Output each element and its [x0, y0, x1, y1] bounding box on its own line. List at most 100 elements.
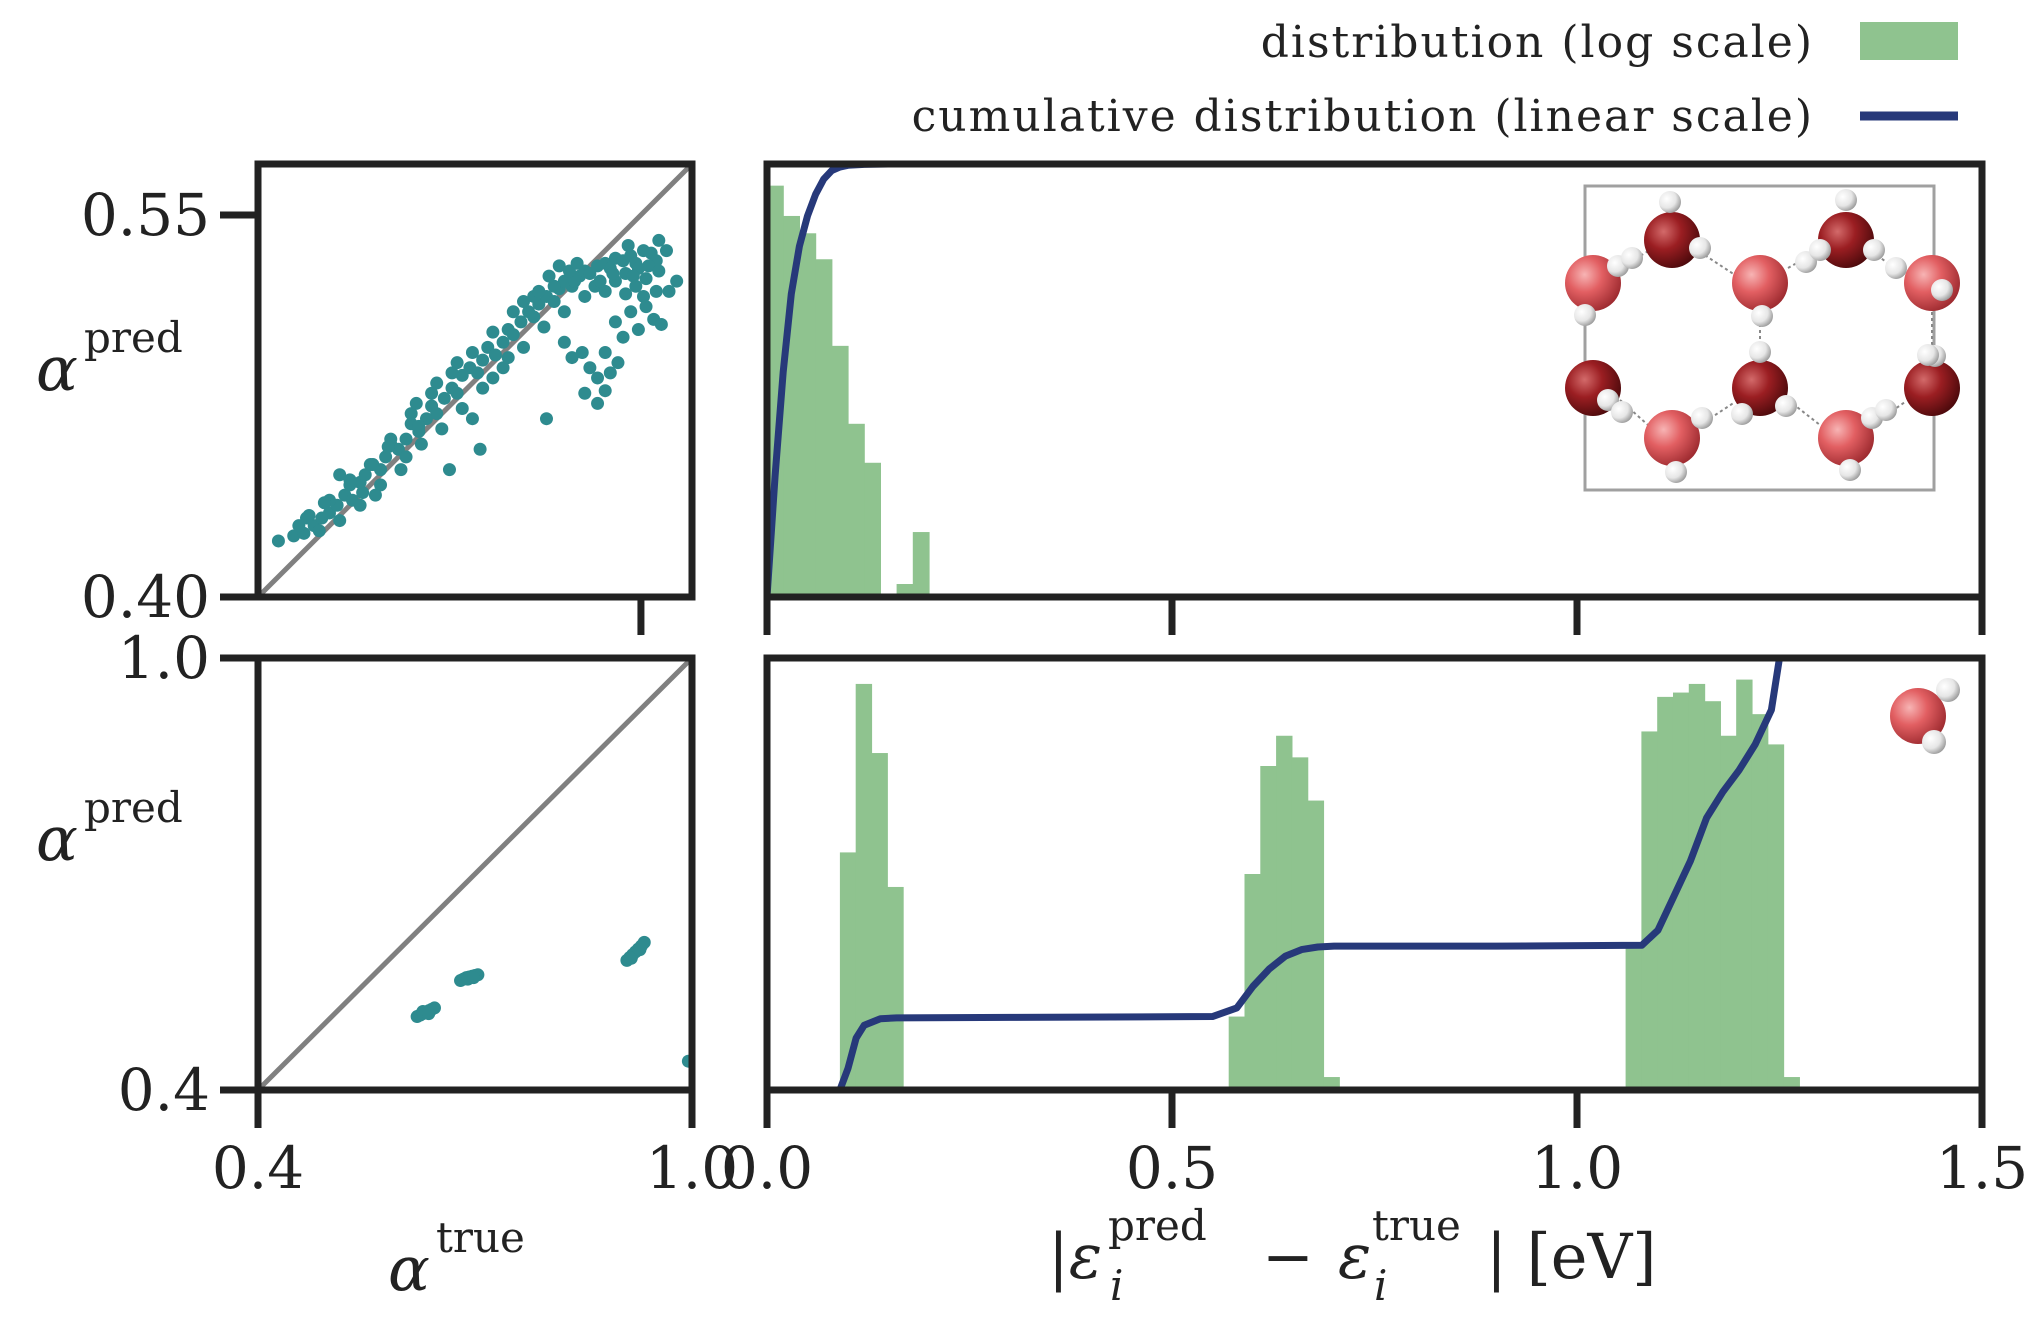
scatter-point: [473, 442, 487, 456]
scatter-point: [598, 345, 612, 359]
ylabel-bottom: α pred: [36, 783, 183, 875]
legend-cdf-label: cumulative distribution (linear scale): [912, 91, 1814, 142]
histogram-bar: [1688, 683, 1706, 1090]
scatter-point: [437, 391, 451, 405]
xlabel-right: |ε pred i − ε true i | [eV]: [1048, 1201, 1656, 1310]
scatter-point: [450, 356, 464, 370]
xlabel-left-alpha: α: [388, 1232, 430, 1305]
hydrogen-atom: [1659, 191, 1681, 213]
scatter-point: [430, 376, 444, 390]
scatter-point: [422, 1007, 436, 1021]
scatter-point: [312, 524, 326, 538]
histogram-bar: [1704, 701, 1721, 1090]
scatter-point: [542, 269, 556, 283]
scatter-point: [363, 458, 377, 472]
scatter-point: [626, 269, 640, 283]
hydrogen-atom: [1917, 344, 1939, 366]
hydrogen-atom: [1931, 279, 1953, 301]
scatter-point: [394, 463, 408, 477]
scatter-point: [414, 437, 428, 451]
histogram-bar: [799, 233, 817, 597]
scatter-point: [317, 496, 331, 510]
scatter-point: [399, 450, 413, 464]
scatter-point: [578, 289, 592, 303]
scatter-point: [333, 468, 347, 482]
scatter-point: [368, 488, 382, 502]
histogram-bar: [1228, 1016, 1246, 1090]
scatter-point: [539, 412, 553, 426]
histogram-bar: [1276, 735, 1293, 1090]
hydrogen-atom: [1922, 730, 1946, 754]
histogram-bottom-right: 0.0 0.5 1.0 1.5: [721, 654, 2028, 1202]
histogram-bar: [848, 423, 865, 597]
histogram-bar: [1672, 692, 1690, 1090]
scatter-point: [583, 361, 597, 375]
histogram-bar: [815, 259, 833, 597]
scatter-point: [591, 371, 605, 385]
scatter-bottom-left: 1.0 0.40.4 1.0: [118, 624, 738, 1202]
water-molecule-inset: [1890, 678, 1960, 754]
histogram-bar: [871, 753, 888, 1090]
oxygen-atom: [1818, 410, 1874, 466]
oxygen-atom: [1890, 688, 1946, 744]
histogram-bar: [1720, 735, 1737, 1090]
histogram-bar: [1767, 744, 1785, 1090]
xlabel-minus: −: [1262, 1220, 1314, 1293]
scatter-point: [532, 284, 546, 298]
scatter-point: [476, 381, 490, 395]
scatter-point: [624, 951, 638, 965]
xlabel-eps-sub1: i: [1110, 1261, 1123, 1310]
histogram-top-right: [763, 160, 1986, 635]
scatter-point: [358, 468, 372, 482]
y-tick-label: 1.0: [118, 624, 210, 692]
oxygen-atom: [1644, 212, 1700, 268]
oxygen-atom: [1565, 255, 1621, 311]
scatter-point: [629, 279, 643, 293]
oxygen-atom: [1644, 410, 1700, 466]
hydrogen-atom: [1835, 189, 1857, 211]
scatter-point: [430, 407, 444, 421]
plot-frame: [763, 160, 1986, 601]
scatter-point: [608, 315, 622, 329]
histogram-bar: [1625, 947, 1642, 1090]
ylabel-top-sup: pred: [84, 313, 183, 362]
scatter-point: [353, 498, 367, 512]
histogram-bar: [1751, 714, 1769, 1090]
scatter-point: [557, 335, 571, 349]
scatter-point: [570, 256, 584, 270]
scatter-point: [616, 330, 630, 344]
scatter-point: [399, 432, 413, 446]
hydrogen-atom: [1809, 239, 1831, 261]
oxygen-atom: [1732, 255, 1788, 311]
histogram-bar: [1736, 679, 1753, 1090]
hydrogen-atom: [1875, 399, 1897, 421]
hydrogen-atom: [1621, 247, 1643, 269]
legend-hist-label: distribution (log scale): [1261, 17, 1814, 68]
scatter-point: [652, 233, 666, 247]
scatter-point: [514, 315, 528, 329]
ylabel-bottom-alpha: α: [36, 802, 78, 875]
scatter-point: [496, 335, 510, 349]
scatter-point: [517, 295, 531, 309]
histogram-bar: [831, 345, 849, 597]
xlabel-eps-mid: ε: [1338, 1220, 1371, 1293]
scatter-point: [621, 239, 635, 253]
scatter-point: [425, 386, 439, 400]
cumulative-line: [763, 654, 1986, 1094]
scatter-point: [435, 422, 449, 436]
scatter-point: [547, 295, 561, 309]
xlabel-eps-left: |ε: [1048, 1220, 1102, 1293]
scatter-point: [557, 305, 571, 319]
scatter-point: [631, 323, 645, 337]
scatter-point: [537, 320, 551, 334]
scatter-point: [639, 272, 653, 286]
scatter-point: [636, 289, 650, 303]
scatter-point: [603, 366, 617, 380]
histogram-bar: [839, 852, 857, 1090]
scatter-point: [568, 274, 582, 288]
scatter-point: [598, 284, 612, 298]
x-tick-label: 0.4: [212, 1134, 304, 1202]
hydrogen-atom: [1936, 678, 1960, 702]
scatter-point: [517, 340, 531, 354]
ylabel-top-alpha: α: [36, 332, 78, 405]
